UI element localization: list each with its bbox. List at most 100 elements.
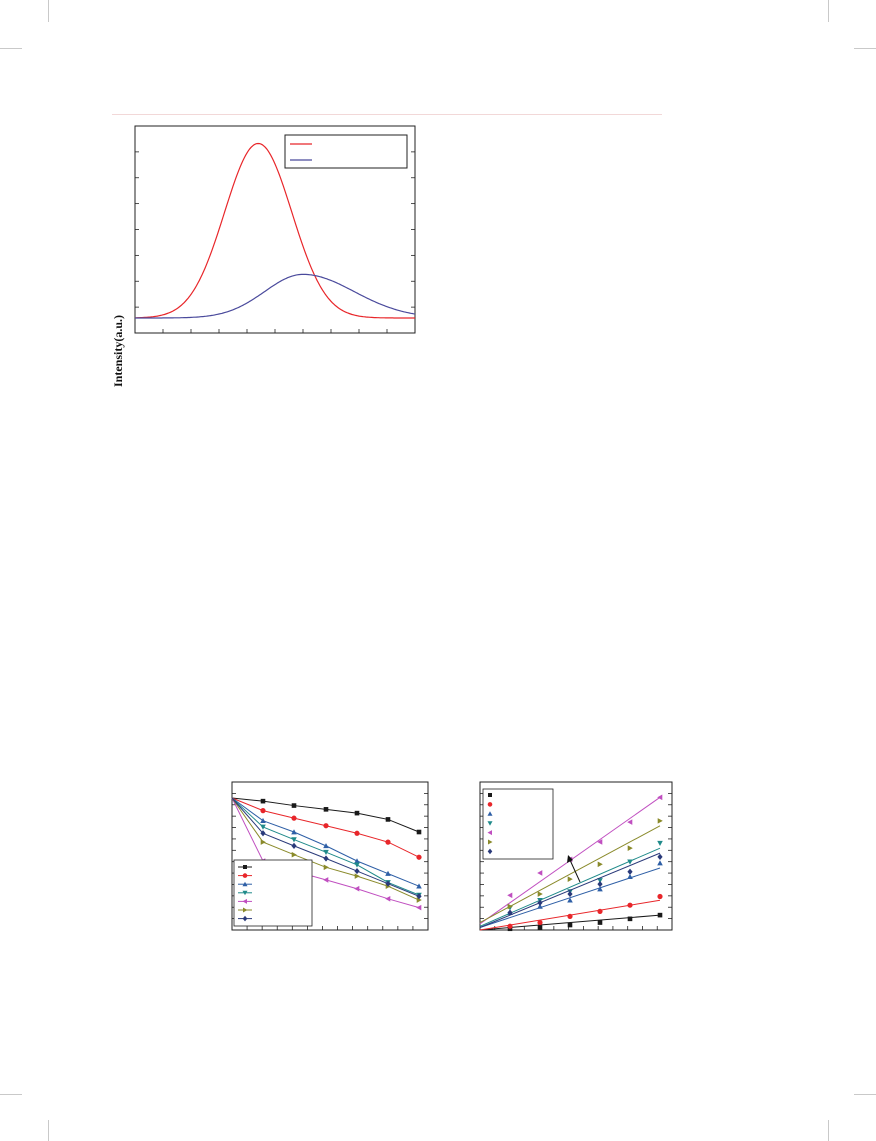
data-point: [354, 858, 360, 864]
data-point: [657, 853, 663, 860]
legend-marker-6: [488, 839, 493, 845]
data-point: [291, 829, 297, 835]
data-point: [597, 861, 603, 868]
legend-marker-7: [487, 848, 493, 855]
data-point: [627, 916, 633, 922]
legend-marker-2: [487, 802, 493, 807]
crop-mark: [48, 0, 49, 22]
data-point: [567, 897, 573, 903]
data-point: [385, 880, 391, 887]
crop-mark: [854, 1094, 876, 1095]
data-point: [537, 903, 543, 909]
data-point: [260, 830, 266, 837]
legend-marker-4: [487, 821, 493, 826]
header-rule: [112, 114, 662, 115]
data-point: [323, 807, 329, 812]
data-point: [260, 824, 266, 830]
data-point: [657, 893, 663, 900]
crop-mark: [854, 48, 876, 49]
legend-marker-3: [242, 881, 248, 887]
data-point: [597, 886, 603, 892]
data-point: [416, 854, 422, 860]
legend-marker-5: [242, 898, 247, 904]
data-point: [260, 817, 266, 823]
plot-frame: [231, 781, 429, 931]
legend-marker-4: [242, 890, 248, 896]
data-point: [416, 893, 422, 900]
data-point: [323, 864, 329, 871]
data-point: [627, 845, 633, 851]
data-point: [260, 798, 266, 804]
legend-box: [482, 788, 554, 860]
arrow-shaft: [569, 859, 581, 883]
data-point: [567, 890, 573, 898]
legend: [482, 788, 554, 860]
data-point: [657, 860, 663, 866]
data-point: [291, 803, 297, 808]
data-point: [354, 873, 360, 879]
legend-box: [284, 134, 408, 169]
arrow-head: [567, 855, 573, 863]
data-point: [567, 922, 573, 928]
data-point: [323, 855, 329, 862]
data-point: [354, 830, 360, 836]
data-point: [597, 920, 603, 925]
linear-fit-chart: [479, 781, 673, 932]
data-point: [416, 904, 422, 911]
data-point: [291, 815, 297, 821]
data-point: [657, 912, 663, 918]
data-point: [385, 817, 391, 822]
y-axis-label: Intensity(a.u.): [111, 315, 125, 387]
legend: [233, 859, 313, 927]
data-point: [537, 925, 543, 930]
data-point: [597, 839, 603, 845]
data-point: [627, 859, 633, 865]
series-line-2: [135, 273, 416, 319]
data-point: [385, 870, 391, 876]
data-point: [537, 919, 543, 926]
data-point: [416, 829, 422, 835]
plot-frame: [479, 781, 673, 931]
data-point: [507, 892, 513, 899]
data-point: [597, 878, 603, 884]
data-point: [657, 818, 663, 824]
data-point: [597, 908, 603, 914]
crop-mark: [48, 1120, 49, 1141]
data-point: [323, 843, 329, 849]
crop-mark: [0, 48, 22, 49]
crop-mark: [0, 1094, 22, 1095]
data-point: [507, 923, 513, 929]
data-point: [354, 885, 360, 892]
data-point: [507, 903, 513, 910]
data-point: [354, 810, 360, 816]
legend-marker-6: [243, 907, 248, 913]
data-point: [385, 839, 391, 845]
data-point: [657, 794, 663, 801]
data-point: [416, 897, 422, 903]
data-point: [567, 913, 573, 919]
data-point: [291, 851, 297, 858]
data-point: [537, 891, 543, 897]
data-point: [291, 842, 297, 849]
legend-marker-2: [242, 873, 248, 878]
legend-marker-5: [487, 830, 492, 836]
trend-arrow: [567, 855, 581, 883]
data-point: [627, 873, 633, 879]
data-point: [567, 876, 573, 882]
data-point: [260, 808, 266, 814]
data-point: [323, 823, 329, 829]
data-point: [627, 902, 633, 908]
data-point: [354, 862, 360, 868]
series-line-1: [135, 142, 415, 319]
data-point: [537, 870, 543, 876]
legend-marker-1: [243, 865, 247, 869]
data-point: [627, 819, 633, 825]
crop-mark: [828, 0, 829, 22]
decay-chart: [231, 781, 429, 931]
data-point: [416, 883, 422, 889]
data-point: [627, 868, 633, 875]
legend-marker-1: [488, 793, 492, 797]
crop-mark: [828, 1120, 829, 1141]
legend-marker-7: [242, 915, 248, 922]
legend-marker-3: [487, 811, 493, 816]
